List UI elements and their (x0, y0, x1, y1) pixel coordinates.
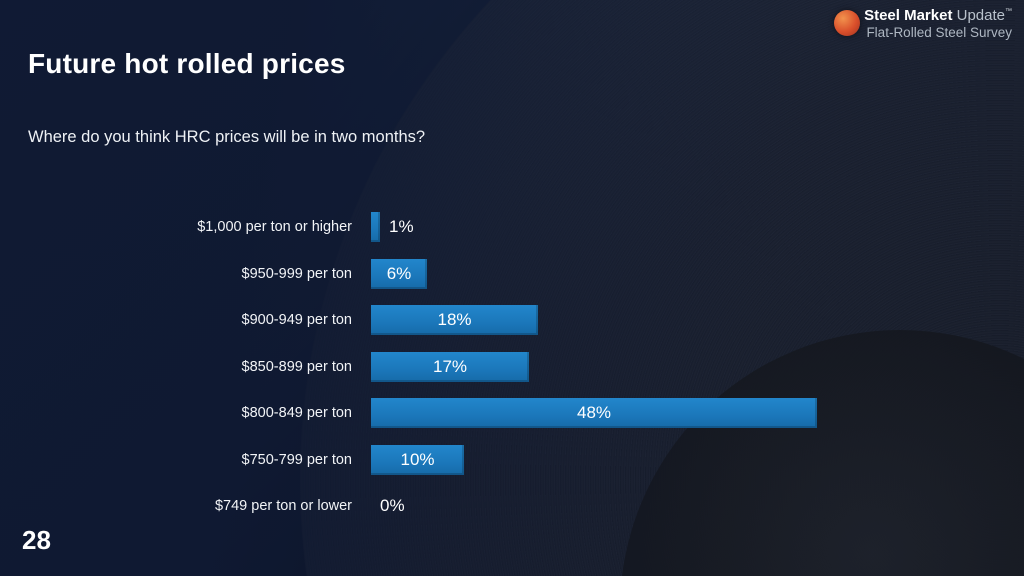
bar-area: 1% (371, 212, 1000, 243)
chart-row: $800-849 per ton 48% (0, 390, 1000, 437)
company-logo: Steel Market Update™ Flat-Rolled Steel S… (834, 7, 1012, 40)
value-label: 18% (437, 310, 472, 330)
category-label: $900-949 per ton (241, 312, 352, 329)
category-label: $1,000 per ton or higher (197, 219, 352, 236)
logo-globe-icon (834, 10, 861, 36)
bar (371, 212, 380, 243)
value-label: 1% (389, 217, 414, 237)
category-label: $750-799 per ton (241, 451, 352, 468)
slide-title: Future hot rolled prices (28, 48, 346, 79)
logo-brand-light: Update (956, 7, 1005, 24)
bar: 6% (371, 258, 427, 289)
bar: 17% (371, 351, 529, 382)
bar-area: 48% (371, 398, 1000, 429)
chart-row: $1,000 per ton or higher 1% (0, 204, 1000, 251)
chart-row: $749 per ton or lower 0% (0, 483, 1000, 530)
bar-area: 18% (371, 305, 1000, 336)
value-label: 0% (380, 496, 405, 516)
bar: 48% (371, 398, 817, 429)
chart-row: $750-799 per ton 10% (0, 437, 1000, 484)
value-label: 48% (576, 403, 612, 423)
category-label: $749 per ton or lower (214, 498, 352, 515)
chart-row: $900-949 per ton 18% (0, 297, 1000, 344)
page-number: 28 (22, 525, 51, 555)
bar-area: 10% (371, 444, 1000, 475)
trademark-mark: ™ (1005, 8, 1012, 15)
category-label: $850-899 per ton (241, 358, 352, 375)
category-label: $950-999 per ton (241, 265, 352, 282)
category-label: $800-849 per ton (241, 405, 352, 422)
chart-row: $950-999 per ton 6% (0, 251, 1000, 298)
bar-area: 0% (371, 491, 1000, 521)
bar-chart: $1,000 per ton or higher 1% $950-999 per t… (0, 204, 1000, 530)
logo-brand-line: Steel Market Update™ (864, 7, 1012, 25)
logo-subtitle: Flat-Rolled Steel Survey (866, 24, 1012, 40)
value-label: 6% (386, 263, 412, 283)
bar-area: 17% (371, 351, 1000, 382)
bar-area: 6% (371, 258, 1000, 289)
survey-question: Where do you think HRC prices will be in… (28, 128, 426, 146)
bar: 18% (371, 305, 538, 336)
bar: 10% (371, 444, 464, 475)
value-label: 10% (400, 449, 435, 469)
value-label: 17% (432, 356, 468, 376)
chart-row: $850-899 per ton 17% (0, 344, 1000, 391)
logo-brand-bold: Steel Market (864, 7, 953, 24)
logo-text: Steel Market Update™ Flat-Rolled Steel S… (864, 7, 1012, 40)
